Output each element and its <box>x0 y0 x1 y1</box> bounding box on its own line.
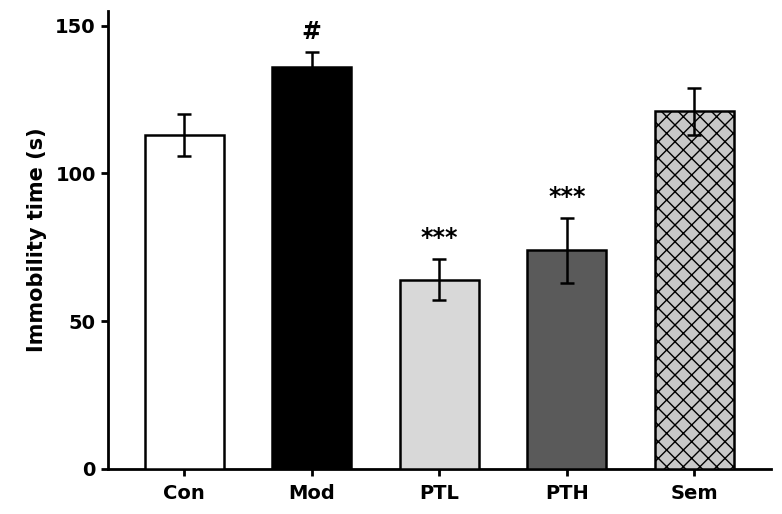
Y-axis label: Immobility time (s): Immobility time (s) <box>27 127 47 352</box>
Text: ***: *** <box>548 185 586 209</box>
Bar <box>145 135 224 469</box>
Bar <box>655 112 734 469</box>
Text: ***: *** <box>421 226 458 250</box>
Bar <box>527 250 606 469</box>
Text: #: # <box>302 20 321 44</box>
Bar <box>272 67 351 469</box>
Bar <box>400 280 479 469</box>
